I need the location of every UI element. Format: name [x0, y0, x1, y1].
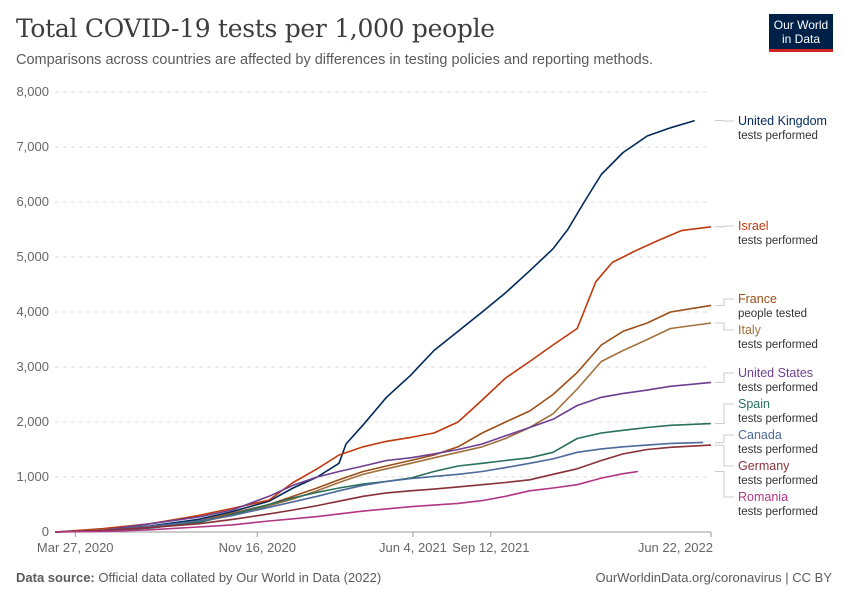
data-source-label: Data source: — [16, 570, 95, 585]
y-tick-label: 4,000 — [16, 304, 49, 319]
owid-logo[interactable]: Our World in Data — [769, 14, 833, 52]
grid-lines — [55, 91, 711, 478]
y-tick-label: 0 — [42, 524, 49, 539]
label-sub-israel: tests performed — [738, 235, 818, 247]
data-source: Data source: Official data collated by O… — [16, 570, 381, 585]
x-tick-label: Mar 27, 2020 — [37, 540, 114, 555]
series-line-united-kingdom — [54, 119, 695, 533]
chart-subtitle: Comparisons across countries are affecte… — [16, 52, 654, 68]
footer-credit-link[interactable]: OurWorldinData.org/coronavirus | CC BY — [595, 570, 832, 585]
connector-israel — [715, 225, 734, 228]
logo-line-2: in Data — [781, 32, 821, 46]
connector-france — [715, 298, 734, 306]
logo-line-1: Our World — [773, 18, 829, 32]
data-source-text: Official data collated by Our World in D… — [98, 570, 382, 585]
chart-title: Total COVID-19 tests per 1,000 people — [16, 14, 495, 43]
label-sub-spain: tests performed — [738, 413, 818, 425]
label-connectors — [715, 120, 734, 498]
y-tick-label: 1,000 — [16, 469, 49, 484]
label-sub-italy: tests performed — [738, 339, 818, 351]
series-line-israel — [54, 226, 712, 533]
y-tick-label: 6,000 — [16, 194, 49, 209]
label-sub-united-kingdom: tests performed — [738, 130, 818, 142]
connector-united-states — [715, 372, 734, 383]
label-sub-united-states: tests performed — [738, 382, 818, 394]
y-tick-label: 3,000 — [16, 359, 49, 374]
label-sub-germany: tests performed — [738, 475, 818, 487]
x-tick-label: Jun 4, 2021 — [379, 540, 447, 555]
series-line-romania — [54, 470, 639, 533]
x-tick-label: Jun 22, 2022 — [638, 540, 713, 555]
y-tick-label: 7,000 — [16, 139, 49, 154]
connector-romania — [715, 471, 734, 498]
series-line-france — [54, 304, 712, 533]
connector-italy — [715, 322, 734, 331]
label-italy: Italy — [738, 323, 762, 337]
x-axis: Mar 27, 2020 Nov 16, 2020 Jun 4, 2021 Sep 1… — [37, 531, 713, 555]
connector-canada — [715, 434, 734, 443]
label-israel: Israel — [738, 219, 769, 233]
label-sub-france: people tested — [738, 308, 807, 320]
x-tick-label: Nov 16, 2020 — [219, 540, 296, 555]
label-spain: Spain — [738, 397, 770, 411]
y-tick-label: 8,000 — [16, 84, 49, 99]
connector-spain — [715, 403, 734, 424]
series-line-germany — [54, 444, 712, 533]
series-line-italy — [54, 322, 712, 533]
label-romania: Romania — [738, 490, 788, 504]
label-france: France — [738, 292, 777, 306]
y-tick-label: 5,000 — [16, 249, 49, 264]
series-labels: United Kingdom tests performed Israel tests… — [738, 114, 827, 518]
label-united-kingdom: United Kingdom — [738, 114, 827, 128]
y-tick-label: 2,000 — [16, 414, 49, 429]
x-tick-label: Sep 12, 2021 — [452, 540, 529, 555]
series-line-spain — [54, 422, 712, 533]
label-united-states: United States — [738, 366, 813, 380]
series-line-united-states — [54, 381, 712, 533]
label-germany: Germany — [738, 459, 790, 473]
label-sub-romania: tests performed — [738, 506, 818, 518]
label-sub-canada: tests performed — [738, 444, 818, 456]
label-canada: Canada — [738, 428, 782, 442]
series-line-canada — [54, 441, 704, 533]
series-lines — [54, 119, 712, 533]
y-axis-ticks: 0 1,000 2,000 3,000 4,000 5,000 6,000 7,000 8,00… — [16, 84, 49, 539]
connector-germany — [715, 444, 734, 467]
